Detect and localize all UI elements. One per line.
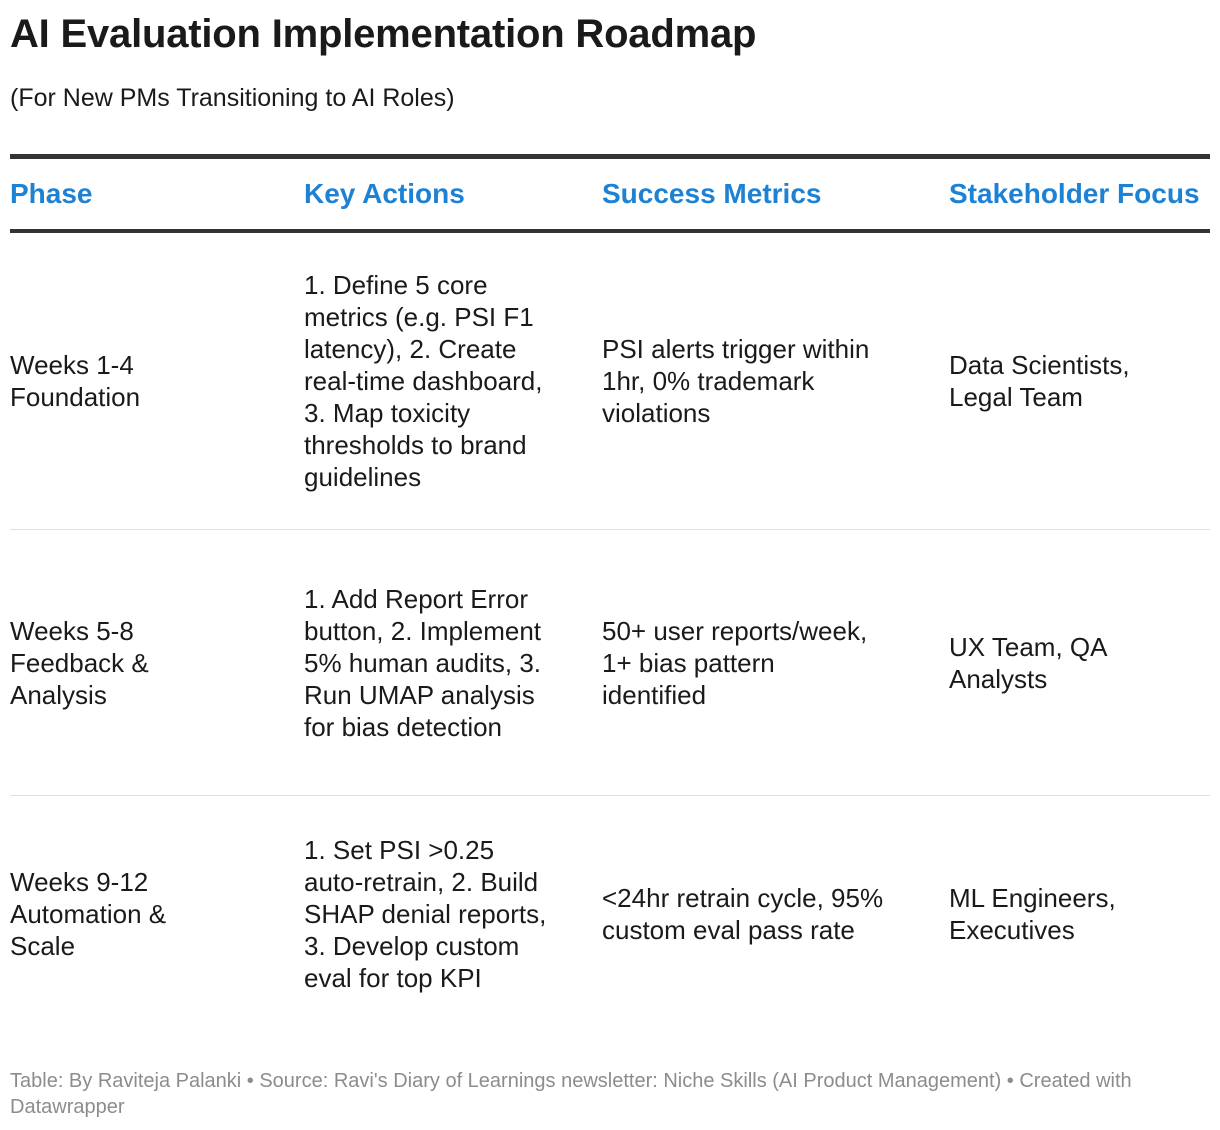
table-row: Weeks 1-4 Foundation 1. Define 5 core me…	[10, 231, 1210, 530]
column-header-stakeholder-focus: Stakeholder Focus	[949, 156, 1210, 233]
phase-cell: Weeks 5-8 Feedback & Analysis	[10, 529, 304, 796]
key-actions-cell: 1. Set PSI >0.25 auto-retrain, 2. Build …	[304, 835, 547, 993]
table-header-row: Phase Key Actions Success Metrics Stakeh…	[10, 156, 1210, 233]
key-actions-cell: 1. Add Report Error button, 2. Implement…	[304, 529, 602, 796]
stakeholder-focus-cell: ML Engineers, Executives	[949, 883, 1116, 945]
success-metrics-cell: 50+ user reports/week, 1+ bias pattern i…	[602, 529, 949, 796]
key-actions-cell: 1. Define 5 core metrics (e.g. PSI F1 la…	[304, 231, 602, 530]
column-header-success-metrics: Success Metrics	[602, 156, 949, 233]
table-header: Phase Key Actions Success Metrics Stakeh…	[10, 156, 1210, 233]
phase-cell: Weeks 1-4 Foundation	[10, 231, 304, 530]
page-title: AI Evaluation Implementation Roadmap	[10, 12, 757, 56]
phase-cell: Weeks 9-12 Automation & Scale	[10, 867, 167, 961]
roadmap-table-container: AI Evaluation Implementation Roadmap (Fo…	[10, 10, 1210, 993]
page-subtitle: (For New PMs Transitioning to AI Roles)	[10, 84, 455, 112]
success-metrics-cell: <24hr retrain cycle, 95% custom eval pas…	[602, 883, 884, 945]
stakeholder-focus-cell: UX Team, QA Analysts	[949, 529, 1210, 796]
column-header-key-actions: Key Actions	[304, 156, 602, 233]
success-metrics-cell: PSI alerts trigger within 1hr, 0% tradem…	[602, 231, 949, 530]
roadmap-table: Phase Key Actions Success Metrics Stakeh…	[10, 154, 1210, 1032]
column-header-phase: Phase	[10, 156, 304, 233]
source-footer: Table: By Raviteja Palanki • Source: Rav…	[10, 1070, 1132, 1118]
table-row: Weeks 5-8 Feedback & Analysis 1. Add Rep…	[10, 529, 1210, 796]
table-body: Weeks 1-4 Foundation 1. Define 5 core me…	[10, 231, 1210, 1032]
table-row: Weeks 9-12 Automation & Scale 1. Set PSI…	[10, 796, 1210, 1033]
stakeholder-focus-cell: Data Scientists, Legal Team	[949, 231, 1210, 530]
